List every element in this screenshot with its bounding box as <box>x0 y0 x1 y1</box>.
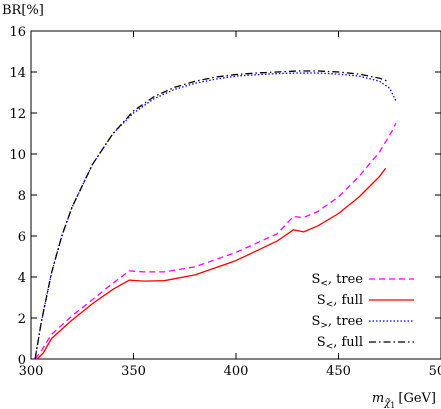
series-layer <box>34 70 397 360</box>
axis-ticks: 300 350 400 450 500 0 2 4 6 8 10 12 14 16 <box>9 25 441 379</box>
legend: S<, tree S<, full S>, tree S<, full <box>311 272 414 352</box>
y-axis-title: BR[%] <box>2 3 44 18</box>
y-tick-label: 2 <box>18 312 26 327</box>
x-tick-label: 400 <box>224 364 249 379</box>
y-tick-label: 14 <box>9 66 26 81</box>
legend-label-2: S<, full <box>317 293 363 310</box>
x-tick-label: 500 <box>429 364 441 379</box>
y-tick-label: 10 <box>9 148 26 163</box>
legend-label-4: S<, full <box>317 335 363 352</box>
series-line-1 <box>34 123 397 360</box>
y-tick-label: 16 <box>9 25 26 40</box>
series-line-2 <box>36 167 387 360</box>
plot-frame <box>30 30 441 360</box>
legend-label-1: S<, tree <box>311 272 363 289</box>
y-tick-label: 8 <box>18 189 26 204</box>
y-tick-label: 0 <box>18 353 26 368</box>
x-tick-label: 300 <box>19 364 44 379</box>
series-line-4 <box>34 70 388 360</box>
legend-label-3: S>, tree <box>311 314 363 331</box>
x-tick-label: 350 <box>121 364 146 379</box>
y-tick-label: 4 <box>18 271 26 286</box>
x-axis-title: mχ̃1 [GeV] <box>372 391 436 409</box>
y-tick-label: 6 <box>18 230 26 245</box>
y-tick-label: 12 <box>9 107 26 122</box>
x-tick-label: 450 <box>326 364 351 379</box>
